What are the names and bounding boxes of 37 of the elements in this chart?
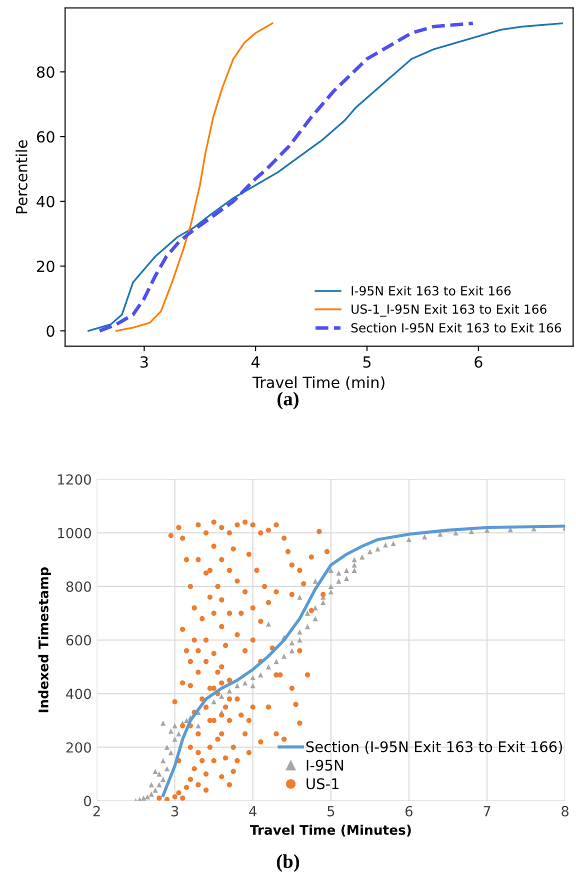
legend-label: US-1 bbox=[306, 778, 339, 790]
y-tick-label: 80 bbox=[36, 66, 54, 78]
y-tick-label: 0 bbox=[84, 796, 91, 806]
legend-label: Section (I-95N Exit 163 to Exit 166) bbox=[306, 740, 562, 754]
y-tick-label: 800 bbox=[66, 581, 91, 592]
y-tick-label: 200 bbox=[66, 742, 91, 753]
y-tick-label: 400 bbox=[66, 688, 91, 700]
y-tick-label: 60 bbox=[36, 131, 54, 143]
y-tick-label: 0 bbox=[46, 325, 54, 337]
y-axis-title: Indexed Timestamp bbox=[38, 567, 52, 712]
legend-label: Section I-95N Exit 163 to Exit 166 bbox=[351, 322, 562, 333]
x-tick-label: 6 bbox=[406, 806, 413, 816]
y-tick-label: 1200 bbox=[58, 474, 91, 485]
x-tick-label: 5 bbox=[363, 356, 371, 368]
x-tick-label: 3 bbox=[140, 356, 148, 368]
y-tick-label: 1000 bbox=[58, 528, 91, 538]
x-tick-label: 6 bbox=[474, 356, 482, 368]
x-tick-label: 5 bbox=[328, 806, 334, 816]
legend-label: US-1_I-95N Exit 163 to Exit 166 bbox=[352, 304, 546, 317]
x-tick-label: 4 bbox=[251, 356, 260, 368]
x-axis-title: Travel Time (min) bbox=[252, 376, 384, 390]
x-tick-label: 2 bbox=[93, 806, 100, 816]
x-tick-label: 8 bbox=[562, 806, 569, 816]
x-tick-label: 3 bbox=[171, 806, 178, 816]
text: (a) bbox=[278, 392, 298, 410]
line-series bbox=[115, 22, 274, 332]
legend-label: I-95N Exit 163 to Exit 166 bbox=[352, 286, 511, 296]
text: (b) bbox=[276, 854, 300, 872]
x-tick-label: 7 bbox=[484, 806, 490, 816]
legend-label: I-95N bbox=[306, 760, 343, 771]
y-axis-title: Percentile bbox=[16, 140, 28, 214]
y-tick-label: 600 bbox=[66, 635, 91, 646]
x-axis-title: Travel Time (Minutes) bbox=[250, 824, 411, 836]
y-tick-label: 40 bbox=[36, 196, 54, 208]
line-series bbox=[88, 22, 563, 332]
y-tick-label: 20 bbox=[37, 260, 54, 272]
x-tick-label: 4 bbox=[249, 806, 257, 816]
